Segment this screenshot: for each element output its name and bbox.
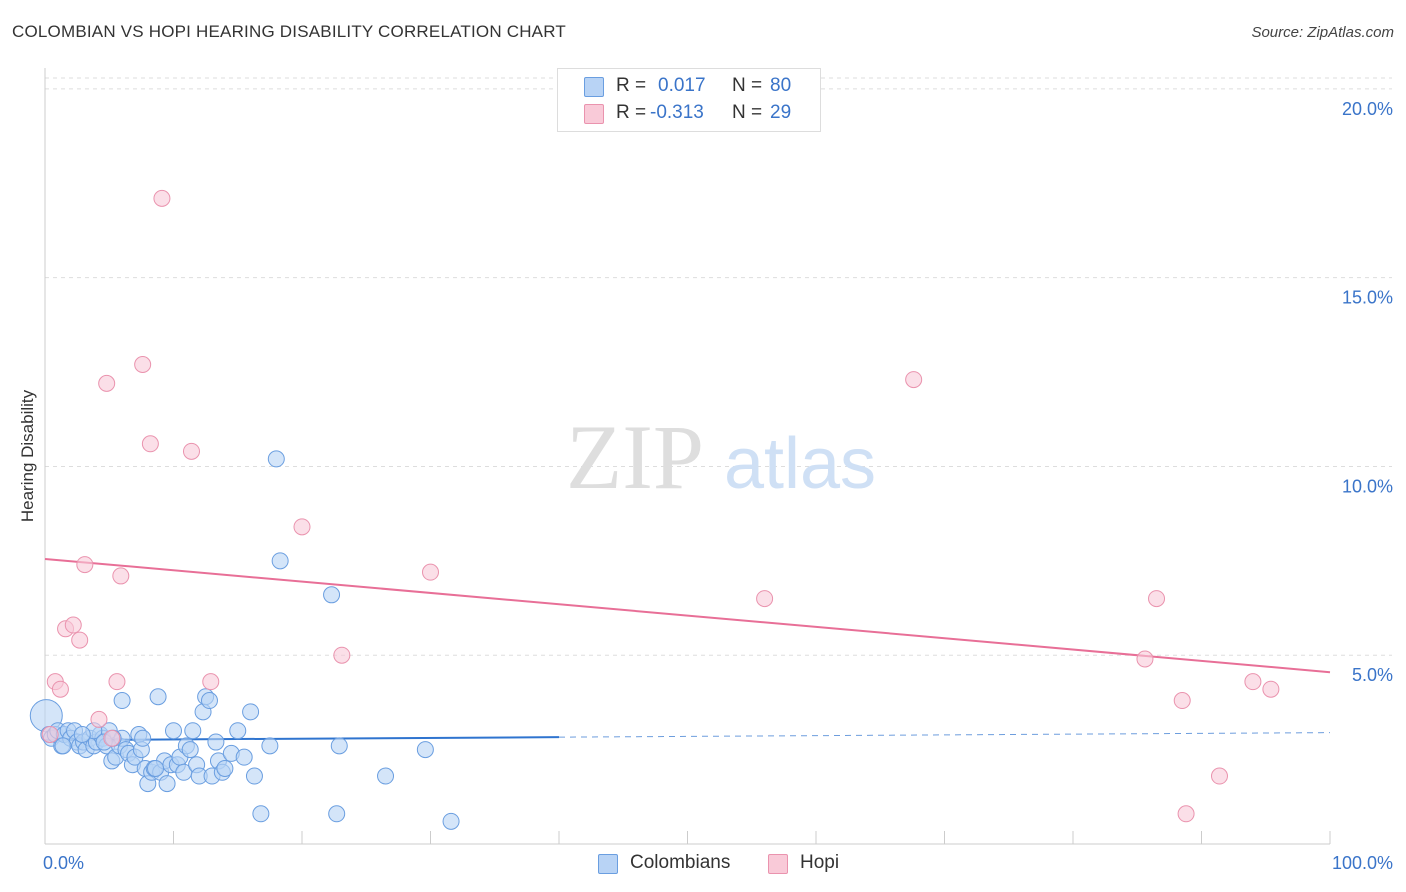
data-point bbox=[216, 759, 234, 777]
data-point bbox=[71, 631, 89, 649]
y-tick-label: 15.0% bbox=[1342, 288, 1393, 308]
data-point bbox=[330, 737, 348, 755]
data-point bbox=[252, 805, 270, 823]
data-point bbox=[181, 741, 199, 759]
data-point bbox=[165, 722, 182, 740]
colombians-swatch bbox=[584, 77, 604, 97]
data-point bbox=[134, 729, 152, 747]
n-label: N = bbox=[732, 75, 763, 96]
data-point bbox=[328, 805, 346, 823]
data-point bbox=[1244, 673, 1262, 691]
data-point bbox=[1148, 590, 1166, 608]
n-label: N = bbox=[732, 102, 763, 123]
data-point bbox=[112, 567, 130, 585]
data-point bbox=[323, 586, 341, 604]
data-point bbox=[134, 355, 152, 373]
y-tick-label: 5.0% bbox=[1352, 665, 1393, 685]
data-point bbox=[113, 692, 131, 710]
data-point bbox=[41, 726, 59, 744]
data-point bbox=[51, 680, 69, 698]
data-point bbox=[442, 812, 460, 830]
trend-lines bbox=[44, 557, 1331, 742]
data-point bbox=[422, 563, 439, 581]
trend-line-hopi bbox=[44, 557, 1331, 674]
x-tick-label: 0.0% bbox=[43, 853, 84, 873]
y-axis-label: Hearing Disability bbox=[18, 389, 37, 522]
data-point bbox=[158, 775, 176, 793]
data-point bbox=[1177, 805, 1195, 823]
data-points bbox=[29, 189, 1280, 830]
r-value: -0.313 bbox=[650, 102, 704, 123]
correlation-legend: R = 0.017 N = 80 R = -0.313 N = 29 bbox=[557, 68, 821, 132]
watermark-zip: ZIP bbox=[566, 406, 704, 508]
source-label: Source: ZipAtlas.com bbox=[1251, 24, 1394, 41]
colombians-legend-label: Colombians bbox=[630, 852, 731, 873]
data-point bbox=[245, 767, 263, 785]
n-value: 80 bbox=[770, 75, 792, 96]
colombians-legend-swatch bbox=[598, 854, 618, 874]
data-point bbox=[261, 737, 279, 755]
y-tick-label: 10.0% bbox=[1342, 476, 1393, 496]
data-point bbox=[147, 759, 165, 777]
data-point bbox=[1262, 680, 1280, 698]
data-point bbox=[153, 189, 171, 207]
data-point bbox=[182, 442, 200, 460]
data-point bbox=[149, 688, 167, 706]
hopi-legend-swatch bbox=[768, 854, 788, 874]
data-point bbox=[76, 556, 94, 574]
data-point bbox=[108, 673, 126, 691]
data-point bbox=[229, 722, 247, 740]
r-label: R = bbox=[616, 102, 647, 123]
trend-line-colombians-extrapolated bbox=[558, 732, 1331, 738]
data-point bbox=[271, 552, 289, 570]
data-point bbox=[200, 692, 218, 710]
data-point bbox=[756, 590, 774, 608]
data-point bbox=[1173, 692, 1191, 710]
series-colombians bbox=[29, 450, 460, 830]
data-point bbox=[1210, 767, 1228, 785]
data-point bbox=[64, 616, 82, 634]
data-point bbox=[98, 374, 116, 392]
data-point bbox=[235, 748, 253, 766]
watermark: ZIP atlas bbox=[566, 406, 876, 508]
data-point bbox=[416, 741, 434, 759]
data-point bbox=[54, 737, 72, 755]
y-tick-label: 20.0% bbox=[1342, 99, 1393, 119]
data-point bbox=[202, 673, 220, 691]
r-value: 0.017 bbox=[658, 75, 706, 96]
trend-line-colombians bbox=[44, 736, 560, 742]
data-point bbox=[333, 646, 351, 664]
watermark-atlas: atlas bbox=[724, 424, 876, 504]
n-value: 29 bbox=[770, 102, 792, 123]
data-point bbox=[141, 435, 159, 453]
series-hopi bbox=[41, 189, 1280, 823]
hopi-legend-label: Hopi bbox=[800, 852, 840, 873]
hopi-swatch bbox=[584, 104, 604, 124]
tick-labels: 5.0% 10.0% 15.0% 20.0% 0.0% 100.0% bbox=[43, 99, 1393, 873]
data-point bbox=[90, 710, 108, 728]
x-tick-label: 100.0% bbox=[1332, 853, 1393, 873]
data-point bbox=[267, 450, 285, 468]
r-label: R = bbox=[616, 75, 647, 96]
chart-title: COLOMBIAN VS HOPI HEARING DISABILITY COR… bbox=[12, 22, 566, 41]
data-point bbox=[242, 703, 260, 721]
data-point bbox=[207, 733, 225, 751]
gridlines bbox=[45, 77, 1392, 656]
data-point bbox=[1136, 650, 1154, 668]
data-point bbox=[184, 722, 202, 740]
data-point bbox=[73, 726, 91, 744]
data-point bbox=[905, 371, 923, 389]
data-point bbox=[377, 767, 395, 785]
data-point bbox=[293, 518, 311, 536]
data-point bbox=[103, 729, 121, 747]
